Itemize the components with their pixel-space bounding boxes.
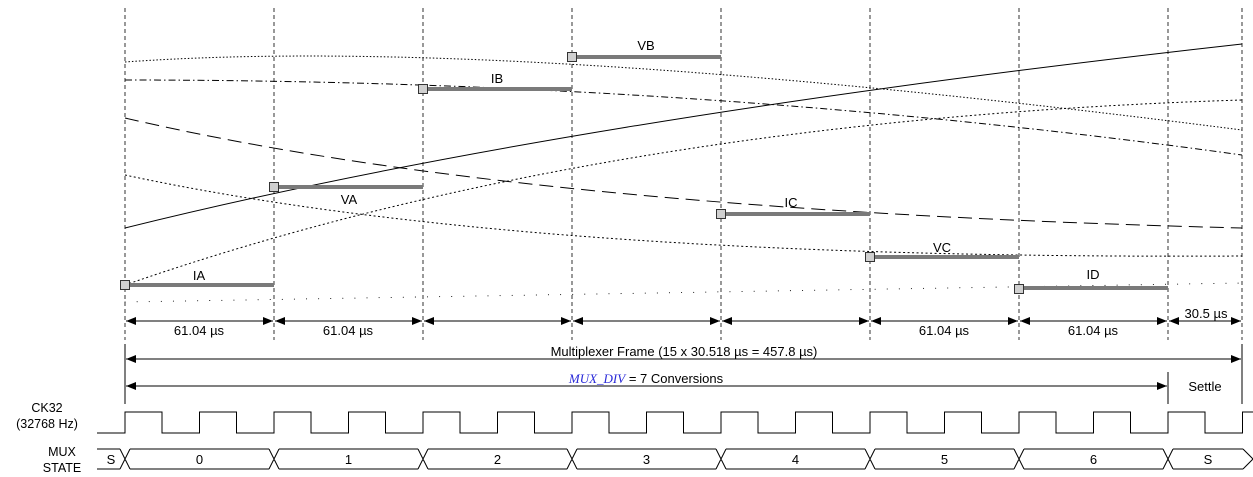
sample-label-ib: IB (491, 71, 503, 86)
sample-marker-va (269, 182, 279, 192)
frame-label: Multiplexer Frame (15 x 30.518 µs = 457.… (551, 344, 818, 359)
mux-state-value: 3 (643, 452, 650, 467)
sample-segments: IA VA IB VB IC VC ID (120, 38, 1168, 294)
mux-div-label: MUX_DIV = 7 Conversions (568, 371, 724, 386)
mux-state-bus: S 0 1 2 3 4 5 6 S (97, 448, 1253, 470)
mux-state-value: S (1204, 452, 1213, 467)
mux-state-value: 2 (494, 452, 501, 467)
sample-marker-ia (120, 280, 130, 290)
mux-state-value: 4 (792, 452, 799, 467)
sample-label-ic: IC (785, 195, 798, 210)
interval-label: 61.04 µs (1068, 323, 1119, 338)
ck32-clock-waveform (97, 411, 1253, 434)
sample-label-ia: IA (193, 268, 206, 283)
sample-label-vb: VB (637, 38, 654, 53)
sample-label-va: VA (341, 192, 358, 207)
mux-state-value: S (107, 452, 116, 467)
waveform-long-dash (124, 117, 1243, 229)
waveform-dotted-rising (124, 99, 1243, 286)
mux-state-value: 1 (345, 452, 352, 467)
interval-dimensions: 61.04 µs 61.04 µs 61.04 µs 61.04 µs 30.5… (126, 306, 1241, 338)
interval-label: 61.04 µs (174, 323, 225, 338)
mux-state-label-line2: STATE (43, 461, 81, 475)
settle-label: Settle (1188, 379, 1221, 394)
mux-div-text: = 7 Conversions (625, 371, 723, 386)
mux-state-value: 5 (941, 452, 948, 467)
sample-label-vc: VC (933, 240, 951, 255)
analog-waveforms (124, 43, 1243, 303)
mux-state-value: 6 (1090, 452, 1097, 467)
sample-marker-id (1014, 284, 1024, 294)
sample-marker-ib (418, 84, 428, 94)
sample-marker-vb (567, 52, 577, 62)
interval-label: 61.04 µs (919, 323, 970, 338)
interval-label: 30.5 µs (1185, 306, 1228, 321)
sample-label-id: ID (1087, 267, 1100, 282)
waveform-coarse-dots (124, 282, 1243, 303)
sample-marker-vc (865, 252, 875, 262)
interval-label: 61.04 µs (323, 323, 374, 338)
mux-state-value: 0 (196, 452, 203, 467)
waveform-solid (124, 43, 1243, 229)
ck32-label-line2: (32768 Hz) (16, 417, 78, 431)
ck32-label-line1: CK32 (31, 401, 62, 415)
mux-div-name: MUX_DIV (568, 371, 627, 386)
mux-state-label-line1: MUX (48, 445, 76, 459)
waveform-dotted-arch (124, 55, 1243, 131)
mux-bus-outline (97, 448, 1253, 470)
waveform-dash-dot (124, 79, 1243, 156)
sample-marker-ic (716, 209, 726, 219)
